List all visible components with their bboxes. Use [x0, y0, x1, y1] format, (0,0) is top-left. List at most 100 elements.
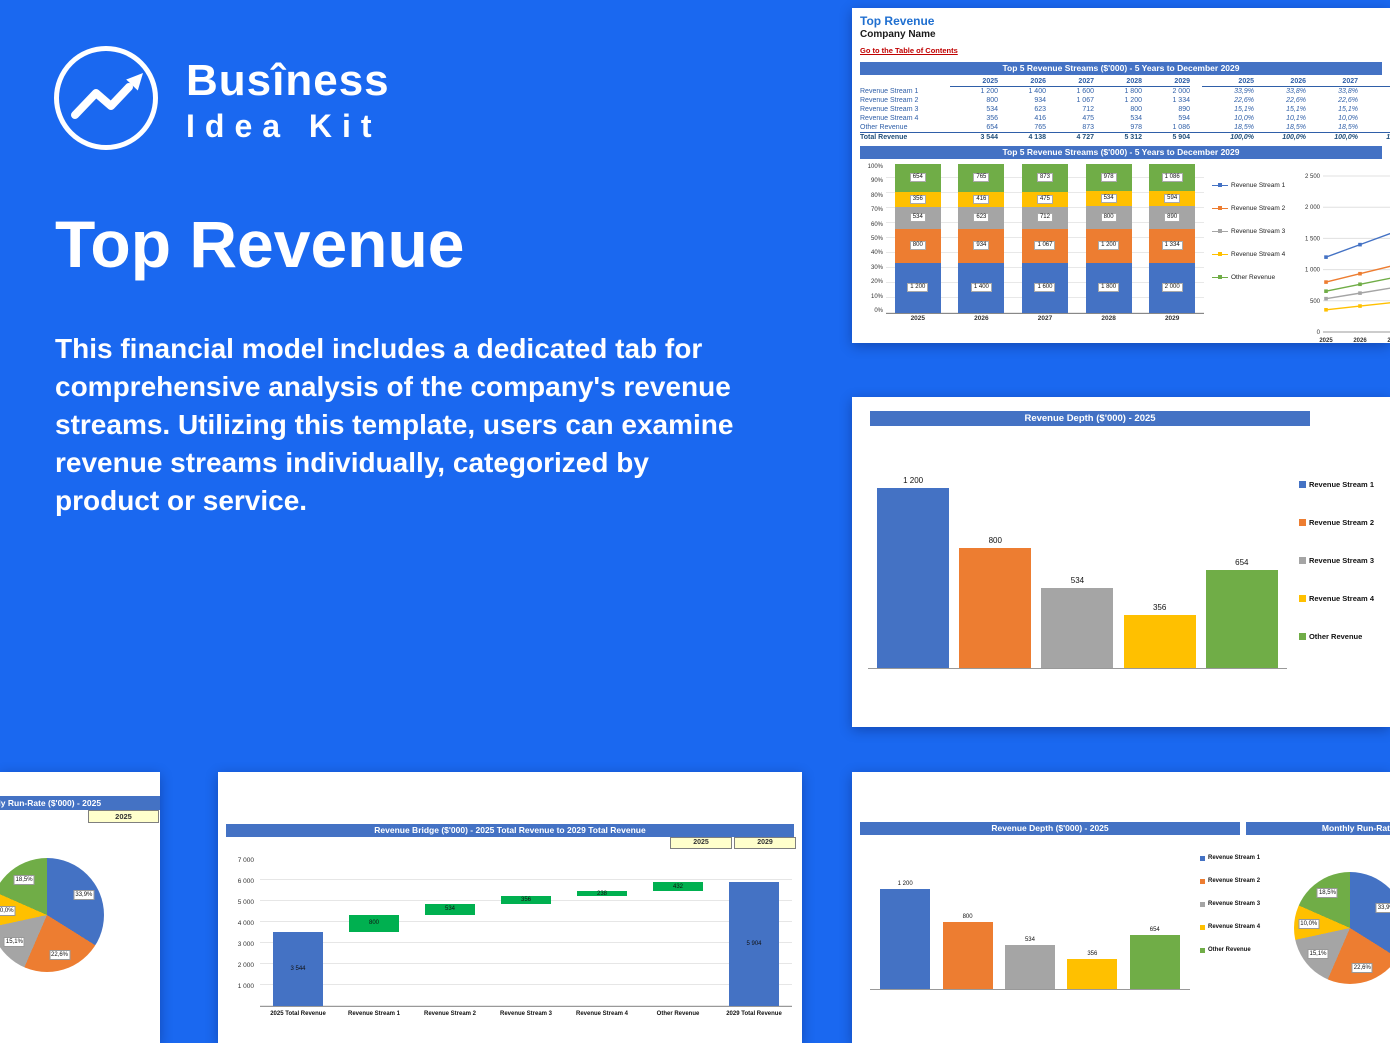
revenue-table: 202520262027202820292025202620272028 Reve… — [860, 77, 1390, 142]
bar-value-label: 1 200 — [897, 881, 913, 887]
bar — [877, 488, 950, 668]
cell-pct: 18,5% — [1234, 124, 1254, 131]
cell-value: 5 904 — [1172, 134, 1190, 141]
table-row: Other Revenue 654 765 873 978 1 086 18,5% 18,5%… — [860, 123, 1390, 132]
y-tick: 10% — [870, 293, 883, 300]
stacked-segment: 356 — [894, 191, 941, 207]
cell-value: 1 067 — [1076, 97, 1094, 104]
bar-value-label: 1 200 — [903, 476, 924, 485]
cell-value: 416 — [1034, 115, 1046, 122]
bar-group: 534 — [1041, 576, 1114, 668]
runrate-pie-chart: 33,9% 22,6% 15,1% 10,0% 18,5% — [0, 858, 104, 972]
depth2-legend: Revenue Stream 1 Revenue Stream 2 Revenue … — [1200, 855, 1260, 953]
runrate-title-bar: Monthly Run-Rate ($'000) - 2025 — [0, 796, 160, 810]
bridge-title-bar: Revenue Bridge ($'000) - 2025 Total Reve… — [226, 824, 794, 837]
cell-pct: 15,1% — [1234, 106, 1254, 113]
legend-label: Revenue Stream 2 — [1231, 205, 1286, 212]
segment-label: 800 — [1100, 213, 1117, 223]
segment-label: 873 — [1036, 173, 1053, 183]
bar-value-label: 534 — [1024, 936, 1035, 943]
cell-pct: 15,1% — [1286, 106, 1306, 113]
stacked-segment: 475 — [1021, 191, 1068, 207]
table-header-row: 202520262027202820292025202620272028 — [860, 77, 1390, 87]
x-tick: Other Revenue — [656, 1011, 700, 1017]
x-tick: Revenue Stream 1 — [347, 1011, 401, 1017]
row-label: Revenue Stream 2 — [860, 97, 919, 104]
bridge-chart: 3 544 800 534 356 238 432 5 904 — [260, 860, 792, 1007]
year-header: 2027 — [1046, 77, 1094, 87]
depth-chart-area: 1 200 800 534 356 654 Revenue Stream 1 Revenu… — [868, 454, 1374, 669]
x-tick: 2029 — [1164, 315, 1180, 322]
legend-line-marker — [1212, 251, 1228, 258]
stacked-segment: 800 — [1085, 206, 1132, 229]
bar — [1129, 934, 1180, 989]
cell-pct: 100,0% — [1282, 134, 1306, 141]
table-row: Revenue Stream 2 800 934 1 067 1 200 1 334 22,… — [860, 96, 1390, 105]
pct-year-header: 2025 — [1202, 77, 1254, 87]
stacked-segment: 1 334 — [1149, 228, 1196, 263]
bridge-year-from-cell[interactable]: 2025 — [670, 837, 732, 849]
table-row: Revenue Stream 4 356 416 475 534 594 10,0% 10,1… — [860, 114, 1390, 123]
stacked-segment: 978 — [1085, 164, 1132, 192]
toc-link[interactable]: Go to the Table of Contents — [860, 46, 958, 55]
pie-slice-label: 10,0% — [0, 905, 16, 916]
legend-swatch — [1298, 519, 1306, 526]
x-tick: 2027 — [1037, 315, 1053, 322]
cell-value: 765 — [1034, 124, 1046, 131]
legend-swatch — [1200, 878, 1205, 884]
cell-value: 1 200 — [1124, 97, 1142, 104]
cell-pct: 33,8% — [1338, 88, 1358, 95]
cell-value: 534 — [986, 106, 998, 113]
cell-pct: 100,0% — [1230, 134, 1254, 141]
cell-value: 1 334 — [1172, 97, 1190, 104]
bar — [959, 548, 1032, 668]
segment-label: 1 067 — [1034, 241, 1056, 251]
cell-pct: 10,1% — [1358, 114, 1390, 123]
bar-group: 1 200 — [880, 881, 931, 989]
bridge-year-to-cell[interactable]: 2029 — [734, 837, 796, 849]
legend-label: Revenue Stream 3 — [1231, 228, 1286, 235]
pie-slice-label: 33,9% — [1375, 902, 1390, 913]
depth-chart: 1 200 800 534 356 654 — [868, 454, 1287, 669]
panel-revenue-depth: Revenue Depth ($'000) - 2025 1 200 800 534… — [852, 397, 1390, 727]
svg-text:2 000: 2 000 — [1305, 205, 1321, 211]
segment-label: 712 — [1036, 213, 1053, 223]
cell-pct: 18,4% — [1358, 123, 1390, 132]
stacked-segment: 890 — [1149, 206, 1196, 229]
runrate-year-cell[interactable]: 2025 — [88, 810, 159, 823]
cell-value: 534 — [1130, 115, 1142, 122]
legend-swatch — [1200, 947, 1205, 953]
segment-label: 475 — [1036, 194, 1053, 204]
stacked-segment: 1 200 — [894, 262, 941, 313]
stacked-segment: 934 — [958, 228, 1005, 263]
table-row: Revenue Stream 3 534 623 712 800 890 15,1% 15,1… — [860, 105, 1390, 114]
legend-item: Other Revenue — [1298, 632, 1374, 641]
pie-slice-label: 22,6% — [49, 950, 71, 961]
stacked-segment: 534 — [1085, 191, 1132, 207]
legend-item: Revenue Stream 4 — [1298, 594, 1374, 603]
stacked-segment: 623 — [958, 206, 1005, 229]
stacked-x-labels: 2025 2026 2027 2028 2029 — [886, 315, 1204, 322]
stacked-column: 1 200 800 534 356 654 — [894, 164, 941, 313]
stacked-segment: 654 — [894, 164, 941, 192]
legend-item: Revenue Stream 4 — [1212, 251, 1292, 258]
svg-text:1 500: 1 500 — [1305, 236, 1321, 242]
svg-text:0: 0 — [1317, 330, 1321, 336]
stacked-segment: 1 086 — [1149, 164, 1196, 192]
stacked-segment: 765 — [958, 164, 1005, 192]
x-tick: 2029 Total Revenue — [726, 1011, 782, 1017]
cell-pct: 22,6% — [1234, 97, 1254, 104]
cell-pct: 15,1% — [1358, 105, 1390, 114]
legend-swatch — [1298, 633, 1306, 640]
panel-revenue-bridge: Revenue Bridge ($'000) - 2025 Total Reve… — [218, 772, 802, 1043]
legend-label: Revenue Stream 1 — [1308, 480, 1374, 489]
segment-label: 765 — [973, 173, 990, 183]
bridge-y-axis: 7 000 6 000 5 000 4 000 3 000 2 000 1 000 — [226, 857, 256, 1007]
cell-value: 1 086 — [1172, 124, 1190, 131]
bar-value-label: 800 — [962, 914, 973, 921]
depth2-chart: 1 200 800 534 356 654 — [870, 867, 1190, 990]
cell-value: 1 200 — [980, 88, 998, 95]
row-label: Other Revenue — [860, 124, 908, 131]
legend-swatch — [1298, 557, 1306, 564]
